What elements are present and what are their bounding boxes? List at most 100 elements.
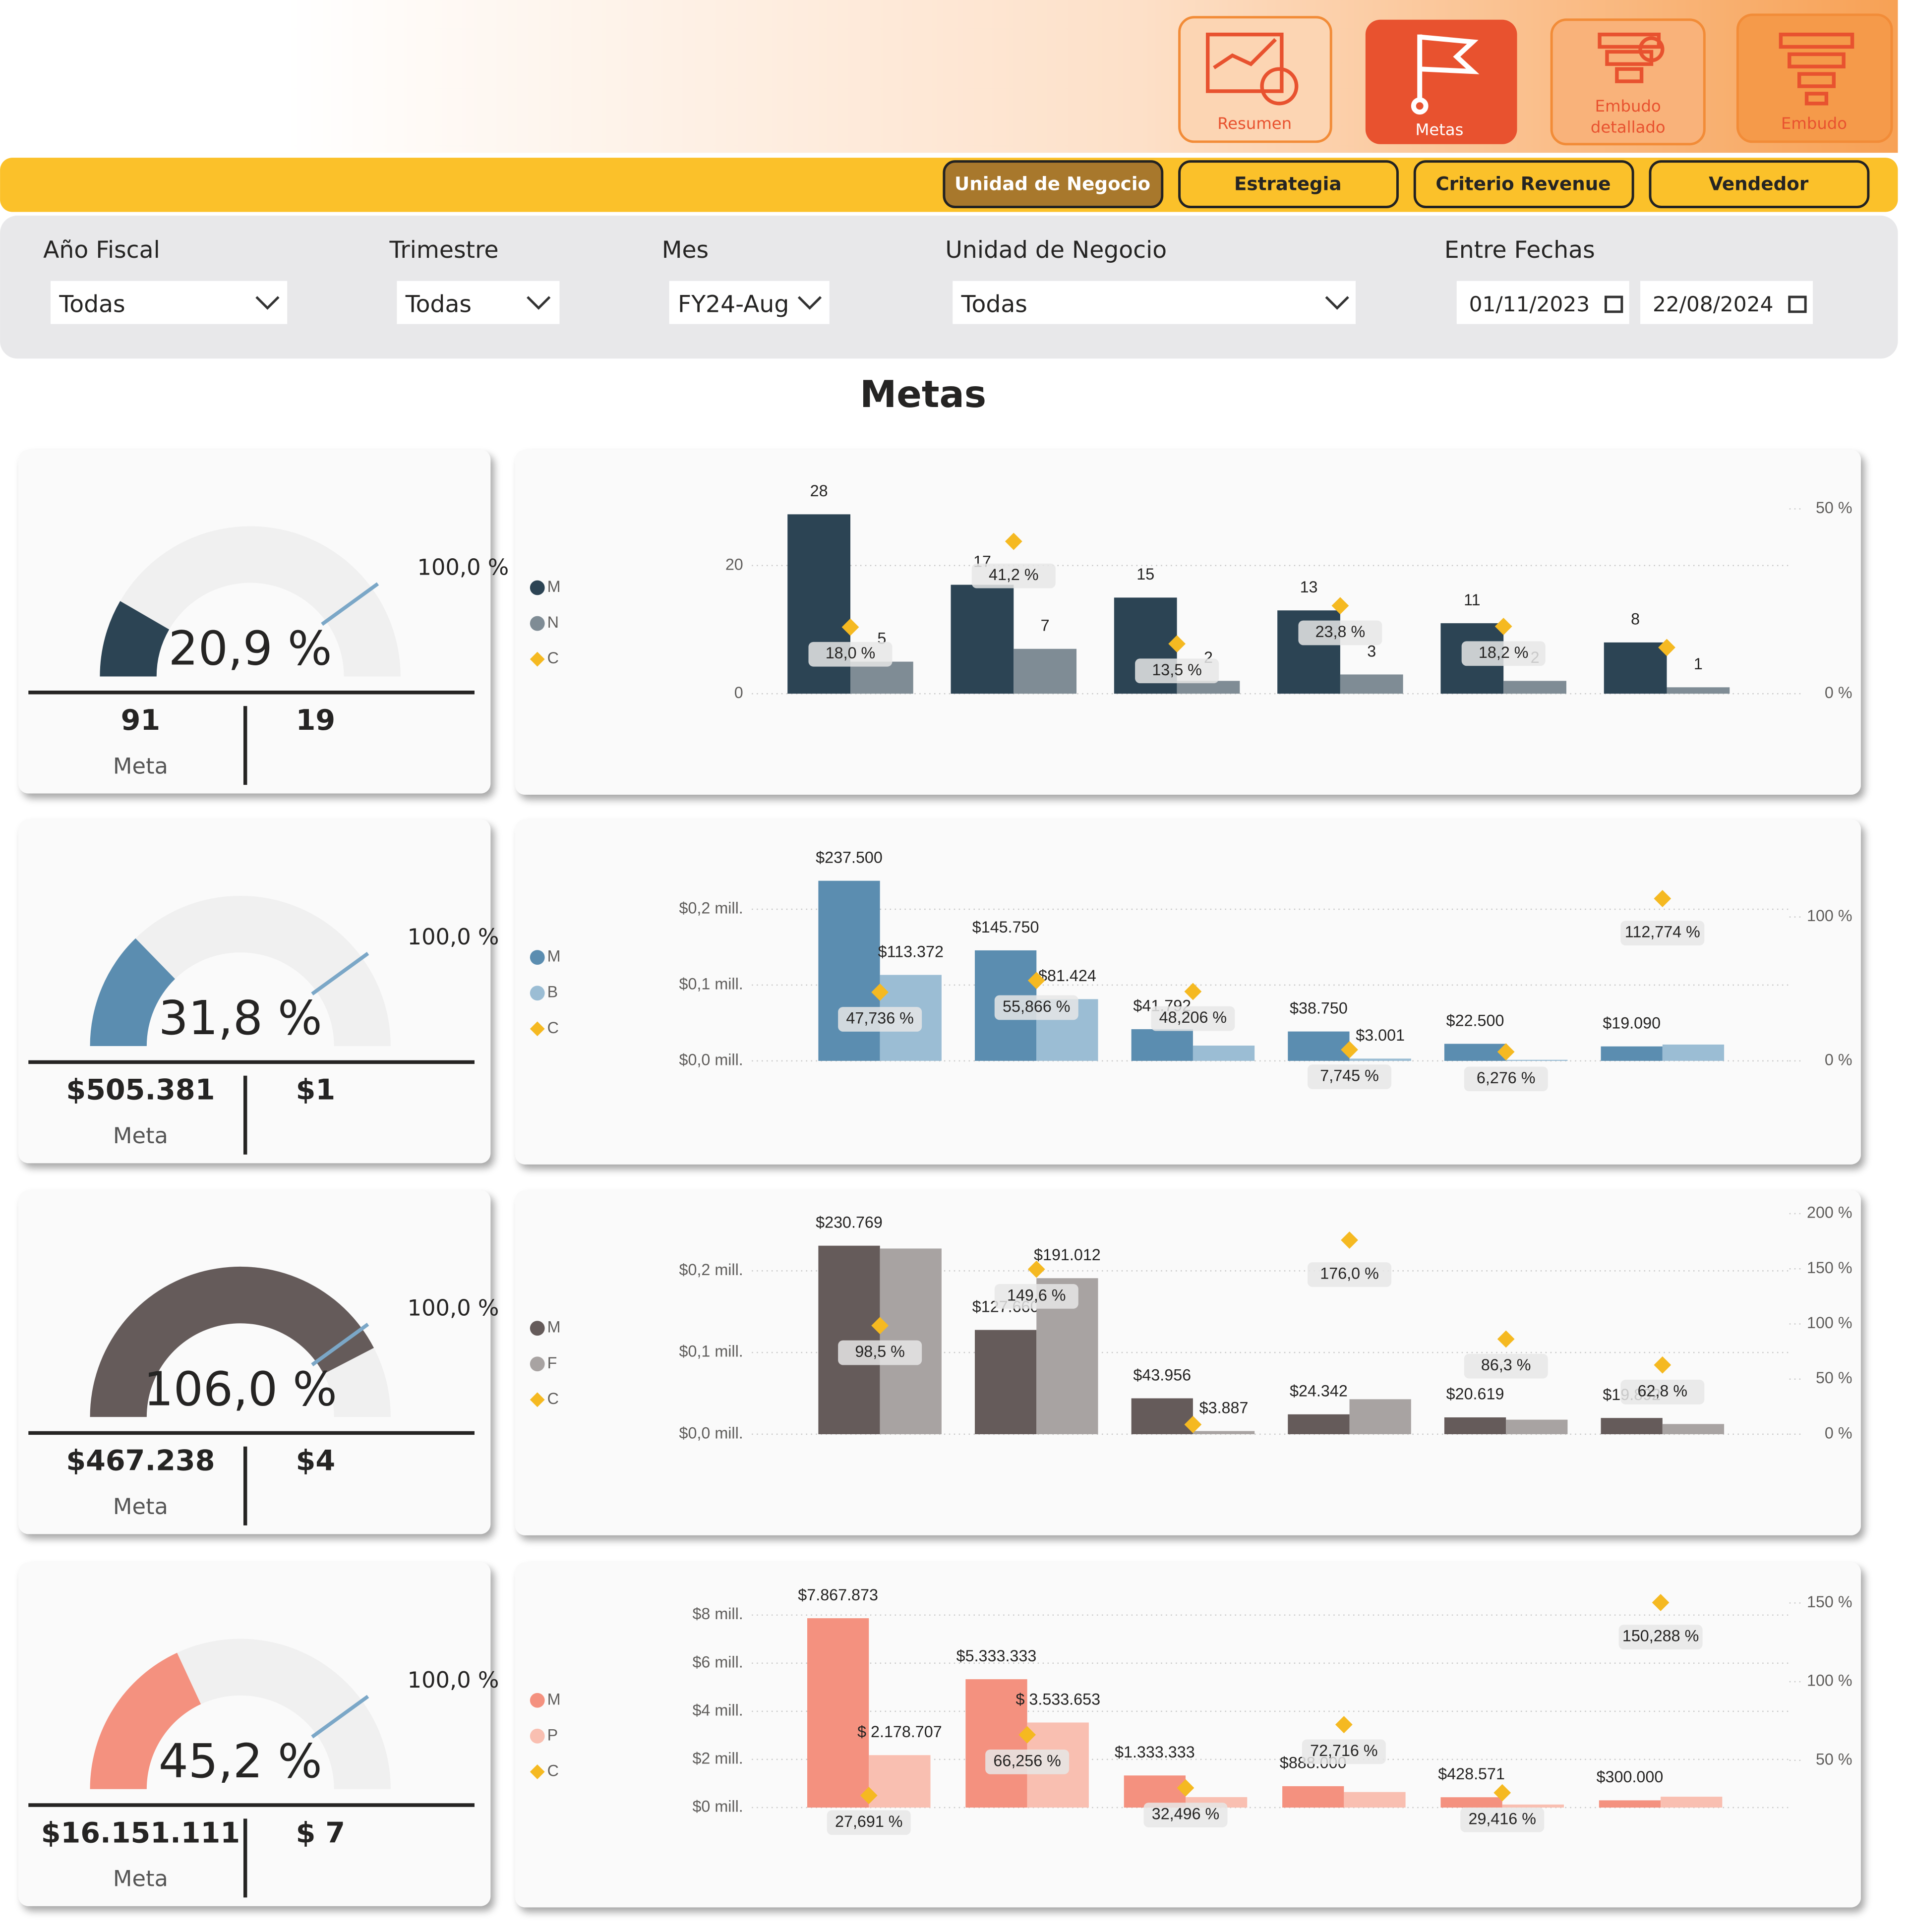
tab-active[interactable] xyxy=(943,160,1164,209)
gauge-target-label: 100,0 % xyxy=(408,924,499,950)
data-label-bg xyxy=(1620,921,1705,945)
nav-button-active[interactable] xyxy=(1365,19,1517,144)
data-label: $22.500 xyxy=(1446,1011,1504,1029)
y2-tick-label: 150 % xyxy=(1807,1593,1852,1611)
nav-label: Embudo xyxy=(1595,97,1661,116)
legend-label: M xyxy=(547,578,561,595)
data-label-bg xyxy=(1308,1064,1392,1089)
dropdown-value: Todas xyxy=(59,291,125,318)
gauge-fill xyxy=(90,1652,201,1789)
bar xyxy=(1131,1029,1193,1061)
bar xyxy=(1124,1775,1186,1808)
y2-tick-label: 200 % xyxy=(1807,1204,1852,1222)
gauge-meta-value: 91 xyxy=(121,704,161,737)
nav-button[interactable] xyxy=(1178,16,1332,143)
data-label: 3 xyxy=(1367,642,1376,660)
legend-label: C xyxy=(547,1019,559,1037)
bar xyxy=(975,1330,1037,1434)
tab[interactable] xyxy=(1649,160,1870,209)
bar xyxy=(1662,1044,1725,1061)
data-label: 18,2 % xyxy=(1479,644,1529,661)
data-label: 7,745 % xyxy=(1320,1067,1379,1085)
legend-label: C xyxy=(547,1390,559,1407)
data-label: 62,8 % xyxy=(1638,1382,1688,1400)
data-label-bg xyxy=(1308,1262,1392,1287)
tab[interactable] xyxy=(1413,160,1634,209)
data-label: $300.000 xyxy=(1597,1768,1664,1786)
bar xyxy=(1444,1417,1506,1434)
y2-tick-label: 150 % xyxy=(1807,1259,1852,1277)
data-label-bg xyxy=(994,1284,1078,1309)
legend-marker xyxy=(530,616,545,631)
icon-metas xyxy=(1411,34,1480,115)
tab[interactable] xyxy=(1178,160,1399,209)
data-label: $230.769 xyxy=(816,1213,883,1231)
dropdown[interactable] xyxy=(51,281,288,324)
data-label-bg xyxy=(985,1750,1070,1774)
y2-tick-label: 100 % xyxy=(1807,1314,1852,1332)
legend-label: F xyxy=(547,1354,557,1372)
date-input[interactable] xyxy=(1640,281,1813,324)
data-label-bg xyxy=(838,1340,922,1365)
data-label: $5.333.333 xyxy=(956,1647,1037,1665)
dropdown-chevrons xyxy=(255,295,1807,313)
data-label: 72,716 % xyxy=(1310,1742,1377,1759)
gauge-meta-label: Meta xyxy=(113,1122,168,1149)
data-label: $81.424 xyxy=(1038,967,1096,985)
bar xyxy=(1014,648,1077,694)
gauge-meta-label: Meta xyxy=(113,1493,168,1520)
legend-marker xyxy=(530,1392,545,1407)
y2-tick-label: 50 % xyxy=(1816,1750,1852,1768)
dropdown-value: Todas xyxy=(961,291,1027,318)
data-label: 13,5 % xyxy=(1152,661,1202,679)
gauge-target xyxy=(311,1323,369,1366)
diamond-marker xyxy=(1018,1726,1036,1744)
dropdown-value: FY24-Aug xyxy=(678,291,789,318)
y2-tick-label: 50 % xyxy=(1816,1369,1852,1387)
date-input[interactable] xyxy=(1456,281,1629,324)
data-label: 47,736 % xyxy=(846,1009,913,1027)
dropdown-value: Todas xyxy=(405,291,472,318)
icon-embudo xyxy=(1779,32,1854,106)
bar xyxy=(818,880,880,1061)
legend-label: M xyxy=(547,1690,561,1708)
y-tick-label: $8 mill. xyxy=(692,1605,743,1623)
date-value: 01/11/2023 xyxy=(1469,292,1590,316)
data-label-bg xyxy=(808,642,893,667)
dropdown[interactable] xyxy=(953,281,1356,324)
y2-tick-label: 0 % xyxy=(1825,684,1852,702)
diamond-marker xyxy=(1493,1784,1511,1802)
data-label: $3.887 xyxy=(1199,1399,1249,1416)
legend-label: C xyxy=(547,649,559,667)
bar xyxy=(1288,1414,1350,1434)
y2-tick-label: 100 % xyxy=(1807,1672,1852,1690)
filter-label: Mes xyxy=(662,236,709,264)
gauge-target xyxy=(311,1695,369,1739)
data-label: $113.372 xyxy=(878,942,944,960)
legend-marker xyxy=(530,1321,545,1336)
bar xyxy=(1349,1058,1411,1061)
diamond-marker xyxy=(1184,983,1202,1000)
data-label: 15 xyxy=(1136,565,1154,583)
bar xyxy=(1444,1044,1506,1061)
data-label-bg xyxy=(1298,620,1382,645)
data-label-bg xyxy=(1620,1380,1705,1405)
diamond-marker xyxy=(1497,1043,1515,1061)
gauge-card xyxy=(18,819,491,1164)
bar xyxy=(1340,674,1403,694)
y-tick-label: $6 mill. xyxy=(692,1653,743,1671)
gauge-actual-value: $4 xyxy=(296,1445,336,1477)
data-label: $237.500 xyxy=(816,848,883,866)
nav-label: Embudo xyxy=(1781,114,1847,133)
bar xyxy=(1502,1804,1564,1808)
tab-label: Criterio Revenue xyxy=(1435,173,1611,194)
bar xyxy=(1506,1059,1568,1061)
data-label-bg xyxy=(994,995,1078,1020)
data-label: 7 xyxy=(1041,617,1050,635)
legend-marker xyxy=(530,986,545,1001)
bar xyxy=(787,514,850,694)
filter-label: Unidad de Negocio xyxy=(945,236,1167,264)
data-label-bg xyxy=(1460,1807,1545,1832)
